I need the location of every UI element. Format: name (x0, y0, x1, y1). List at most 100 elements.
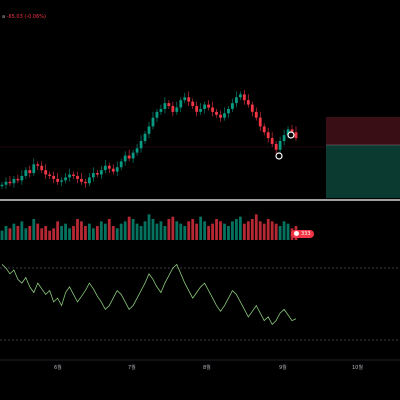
volume-bar (215, 219, 218, 240)
volume-bar (52, 228, 56, 240)
volume-bar (99, 221, 103, 240)
volume-bar (40, 228, 44, 240)
oscillator-pane[interactable] (0, 263, 400, 341)
volume-bar (223, 223, 226, 240)
volume-bar (235, 219, 238, 240)
volume-bar (199, 216, 203, 240)
volume-bar (119, 223, 123, 240)
signal-marker-high[interactable] (287, 131, 295, 139)
candle-body (266, 132, 270, 139)
candle-body (191, 101, 195, 107)
candle-body (290, 129, 294, 133)
candle-body (211, 107, 214, 112)
candle-body (8, 181, 12, 184)
volume-bar (32, 219, 36, 240)
volume-bar (8, 228, 12, 240)
candle-body (36, 164, 40, 166)
candle-body (4, 181, 8, 185)
candlestick-series (0, 90, 298, 190)
volume-bar (163, 226, 167, 240)
volume-bar (64, 223, 67, 240)
candle-body (103, 165, 107, 171)
volume-value-badge[interactable]: 333 (291, 230, 314, 238)
volume-bar (167, 219, 171, 240)
x-axis-label-jul: 7월 (128, 365, 136, 371)
volume-bar (219, 221, 222, 240)
volume-bar (12, 223, 16, 240)
take-profit-zone (326, 145, 400, 198)
volume-pane[interactable] (0, 214, 298, 240)
volume-bar (183, 226, 187, 240)
volume-bar (227, 226, 230, 240)
volume-bar (278, 226, 282, 240)
signal-marker-low[interactable] (275, 152, 283, 160)
volume-bar (286, 223, 290, 240)
candle-body (111, 168, 115, 172)
candle-body (227, 108, 230, 114)
volume-bar (191, 219, 195, 240)
volume-bar (187, 221, 191, 240)
volume-bar (250, 219, 254, 240)
volume-bar (88, 223, 91, 240)
volume-bar (282, 221, 286, 240)
volume-bar (175, 221, 179, 240)
volume-bar (0, 230, 4, 240)
volume-bar (48, 230, 52, 240)
volume-bar (16, 226, 20, 240)
candle-body (270, 138, 274, 144)
candle-body (40, 165, 44, 171)
symbol-legend: a -65.03 (-0.06%) (2, 14, 46, 20)
candle-body (127, 155, 131, 159)
volume-bar (103, 223, 107, 240)
candle-body (246, 100, 250, 105)
volume-bar (91, 228, 95, 240)
candle-body (175, 107, 179, 112)
candle-body (223, 113, 226, 118)
volume-bar (68, 228, 71, 240)
candle-body (95, 173, 99, 175)
candle-body (20, 175, 24, 181)
candle-body (28, 170, 32, 174)
candle-body (143, 133, 147, 141)
volume-badge-text: 333 (301, 231, 311, 237)
volume-bar (76, 219, 79, 240)
volume-bar (151, 219, 155, 240)
candle-body (207, 104, 210, 108)
candle-body (203, 104, 207, 109)
x-axis-label-oct: 10월 (352, 365, 363, 371)
legend-symbol: a (2, 14, 6, 20)
volume-bar (270, 221, 274, 240)
candle-body (179, 100, 183, 108)
candle-body (167, 103, 171, 107)
volume-bar (123, 221, 127, 240)
candle-body (88, 177, 91, 184)
candle-body (64, 177, 67, 181)
candle-body (123, 155, 127, 162)
volume-bar (242, 223, 246, 240)
volume-bar (207, 226, 210, 240)
candle-body (262, 126, 266, 133)
candle-body (80, 178, 83, 182)
candle-body (115, 167, 119, 172)
candle-body (135, 148, 139, 153)
candle-body (238, 94, 242, 98)
candle-body (48, 174, 52, 176)
candle-body (72, 174, 75, 176)
candle-body (91, 173, 95, 178)
volume-bar (143, 221, 147, 240)
volume-bar (135, 223, 139, 240)
main-pane[interactable] (0, 90, 400, 198)
candle-body (84, 181, 87, 184)
volume-bar (84, 226, 87, 240)
candle-body (254, 111, 258, 118)
volume-bar (95, 226, 99, 240)
volume-bar (195, 223, 199, 240)
candle-body (183, 97, 187, 101)
candle-body (56, 178, 60, 182)
candle-body (32, 164, 36, 174)
candle-body (155, 111, 159, 118)
stop-loss-zone (326, 117, 400, 145)
volume-bar (179, 223, 183, 240)
eye-icon[interactable] (294, 231, 299, 236)
